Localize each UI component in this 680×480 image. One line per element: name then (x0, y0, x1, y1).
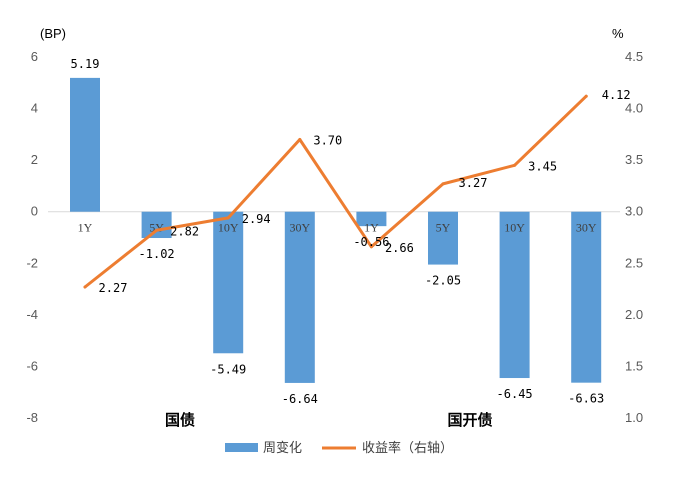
group-label-guozhai: 国债 (165, 411, 195, 429)
right-axis-tick: 2.5 (625, 255, 643, 270)
left-axis-tick: -8 (26, 410, 38, 425)
line-value-label: 3.70 (313, 134, 342, 148)
bar (213, 211, 244, 354)
category-label: 30Y (576, 221, 597, 235)
line-value-label: 3.45 (528, 159, 557, 173)
bar-value-label: -6.45 (497, 387, 533, 401)
bar-value-label: -6.63 (568, 392, 604, 406)
bar (141, 211, 172, 239)
line-point (369, 245, 373, 249)
left-axis-tick: 2 (31, 152, 38, 167)
left-axis-tick: -6 (26, 358, 38, 373)
bar-value-label: -0.56 (353, 235, 389, 249)
right-axis-tick: 1.0 (625, 410, 643, 425)
line-value-label: 3.27 (459, 176, 488, 190)
bar (571, 211, 602, 383)
category-label: 1Y (364, 221, 379, 235)
line-point (298, 138, 302, 142)
right-axis-tick: 1.5 (625, 358, 643, 373)
bar-value-label: 5.19 (71, 57, 100, 71)
category-label: 10Y (504, 221, 525, 235)
line-series (83, 94, 588, 289)
line-value-label: 2.27 (99, 281, 128, 295)
line-data-labels: 2.27 2.82 2.94 3.70 2.66 3.27 3.45 4.12 (99, 88, 631, 295)
right-axis-tick: 4.5 (625, 49, 643, 64)
yield-line (83, 94, 588, 289)
line-point (441, 182, 445, 186)
category-label: 30Y (289, 221, 310, 235)
legend-line-label: 收益率（右轴） (362, 440, 453, 456)
category-label: 10Y (218, 221, 239, 235)
category-labels: 1Y 5Y 10Y 30Y 1Y 5Y 10Y 30Y (78, 221, 597, 235)
bar (499, 211, 530, 379)
left-axis-unit: (BP) (40, 26, 66, 41)
bar-value-label: -6.64 (282, 392, 318, 406)
left-axis-ticks: 6 4 2 0 -2 -4 -6 -8 (26, 49, 38, 425)
line-point (584, 94, 588, 98)
right-axis-ticks: 4.5 4.0 3.5 3.0 2.5 2.0 1.5 1.0 (625, 49, 643, 425)
line-value-label: 4.12 (602, 88, 631, 102)
line-point (513, 163, 517, 167)
line-point (155, 228, 159, 232)
line-value-label: 2.94 (242, 212, 271, 226)
bar (356, 211, 387, 227)
legend-bar-label: 周变化 (263, 440, 302, 456)
bar (70, 77, 100, 212)
bar (284, 211, 315, 383)
legend: 周变化 收益率（右轴） (225, 440, 453, 456)
left-axis-tick: -2 (26, 255, 38, 270)
right-axis-tick: 2.0 (625, 307, 643, 322)
bar-value-label: -1.02 (139, 247, 175, 261)
legend-bar-swatch (225, 443, 258, 452)
bar-series (70, 77, 602, 383)
category-label: 1Y (78, 221, 93, 235)
right-axis-tick: 3.5 (625, 152, 643, 167)
right-axis-tick: 4.0 (625, 101, 643, 116)
bar-value-label: -5.49 (210, 362, 246, 376)
line-value-label: 2.66 (385, 241, 414, 255)
line-point (226, 216, 230, 220)
bar-value-label: -2.05 (425, 274, 461, 288)
left-axis-tick: 0 (31, 204, 38, 219)
left-axis-tick: 4 (31, 101, 38, 116)
right-axis-unit: % (612, 26, 624, 41)
left-axis-tick: 6 (31, 49, 38, 64)
category-label: 5Y (436, 221, 451, 235)
line-point (83, 285, 87, 289)
bar (428, 211, 458, 265)
group-label-guokaizhai: 国开债 (447, 411, 492, 429)
right-axis-tick: 3.0 (625, 204, 643, 219)
bar-data-labels: 5.19 -1.02 -5.49 -6.64 -0.56 -2.05 -6.45 -6.63 (71, 57, 605, 406)
line-value-label: 2.82 (170, 224, 199, 238)
left-axis-tick: -4 (26, 307, 38, 322)
